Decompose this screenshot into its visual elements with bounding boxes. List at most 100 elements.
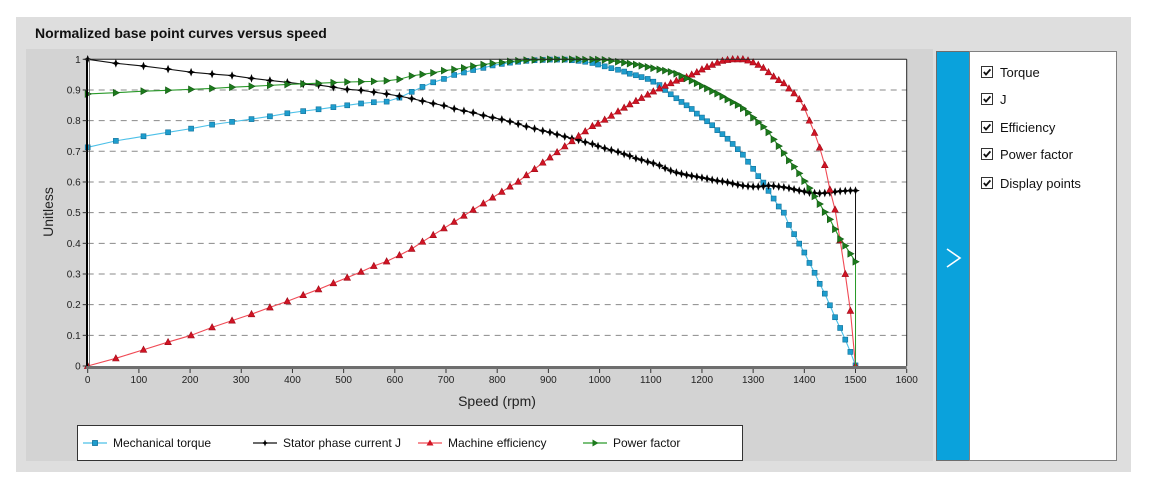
data-point-current	[600, 143, 610, 153]
data-point-torque	[383, 98, 390, 105]
data-point-current	[522, 122, 531, 131]
x-tick-label: 600	[386, 375, 403, 386]
torque-checkbox[interactable]	[981, 66, 993, 78]
data-point-efficiency	[440, 224, 448, 232]
y-tick-label: 0.3	[67, 269, 81, 280]
data-point-current	[677, 169, 686, 179]
option-efficiency[interactable]: Efficiency	[981, 118, 1055, 136]
data-point-power_factor	[601, 56, 609, 64]
legend-item-torque[interactable]: Mechanical torque	[83, 426, 211, 460]
data-point-efficiency	[625, 100, 634, 108]
data-point-current	[649, 158, 658, 168]
data-point-power_factor	[667, 67, 675, 76]
data-point-current	[789, 185, 799, 194]
checkmark-icon	[983, 179, 992, 187]
y-tick-label: 0.1	[67, 331, 81, 342]
data-point-torque	[419, 84, 426, 90]
data-point-current	[488, 113, 497, 122]
data-point-power_factor	[811, 192, 819, 201]
data-point-torque	[441, 76, 447, 82]
data-point-torque	[300, 108, 306, 114]
data-point-current	[247, 74, 256, 83]
y-tick-label: 1	[75, 55, 81, 66]
data-point-power_factor	[531, 56, 539, 64]
data-point-power_factor	[780, 149, 789, 158]
j-checkbox[interactable]	[981, 93, 993, 105]
legend-triangle-up-marker-icon	[418, 439, 442, 446]
data-point-current	[369, 87, 379, 97]
data-point-efficiency	[357, 267, 365, 275]
series-power_factor	[84, 55, 860, 366]
data-point-efficiency	[283, 297, 292, 305]
power-factor-checkbox[interactable]	[981, 148, 993, 160]
data-point-power_factor	[656, 65, 664, 74]
data-point-efficiency	[703, 62, 711, 70]
data-point-power_factor	[267, 81, 275, 90]
data-point-torque	[601, 63, 608, 70]
data-point-power_factor	[739, 104, 748, 113]
data-point-torque	[248, 116, 255, 122]
data-point-current	[607, 145, 616, 155]
data-point-torque	[801, 249, 808, 256]
data-point-power_factor	[644, 63, 652, 71]
data-point-power_factor	[523, 56, 531, 65]
data-point-current	[418, 96, 427, 106]
efficiency-checkbox[interactable]	[981, 121, 993, 133]
ticks: 0 0.1 0.2 0.3 0.4 0.5 0.6 0.7 0.8 0.9 1 0 100 200 300 4…	[67, 55, 918, 386]
legend-item-power-factor[interactable]: Power factor	[583, 426, 680, 460]
display-points-checkbox[interactable]	[981, 177, 993, 189]
data-point-current	[637, 155, 646, 165]
data-point-power_factor	[188, 85, 196, 94]
legend-label-efficiency: Machine efficiency	[448, 436, 547, 450]
data-point-current	[227, 71, 237, 80]
data-point-current	[439, 101, 449, 110]
data-point-power_factor	[842, 241, 850, 250]
data-point-current	[593, 141, 603, 151]
option-power-factor[interactable]: Power factor	[981, 145, 1073, 163]
data-point-current	[530, 124, 539, 133]
data-point-efficiency	[800, 103, 809, 111]
data-point-power_factor	[724, 95, 732, 104]
data-point-torque	[786, 222, 792, 228]
data-point-efficiency	[637, 93, 646, 101]
data-point-power_factor	[683, 74, 691, 83]
legend-item-current[interactable]: Stator phase current J	[253, 426, 401, 460]
option-display-points[interactable]: Display points	[981, 174, 1081, 192]
x-tick-label: 1200	[691, 375, 714, 386]
chart-title: Normalized base point curves versus spee…	[35, 25, 327, 41]
data-point-torque	[650, 78, 657, 85]
data-point-current	[186, 67, 196, 77]
data-point-efficiency	[795, 94, 804, 103]
data-point-efficiency	[666, 78, 675, 87]
y-tick-label: 0.2	[67, 300, 81, 311]
data-point-current	[764, 181, 773, 190]
axes	[86, 58, 908, 369]
data-point-current	[207, 69, 217, 79]
data-point-power_factor	[678, 71, 686, 80]
data-point-torque	[330, 104, 337, 110]
x-tick-label: 700	[438, 375, 455, 386]
data-point-power_factor	[765, 128, 773, 137]
collapse-panel-button[interactable]	[936, 51, 970, 461]
option-label: Power factor	[1000, 146, 1073, 162]
data-point-power_factor	[383, 76, 391, 85]
data-point-power_factor	[816, 200, 824, 208]
data-point-power_factor	[801, 177, 809, 185]
data-point-current	[538, 126, 548, 136]
data-point-efficiency	[708, 60, 716, 68]
legend-item-efficiency[interactable]: Machine efficiency	[418, 426, 547, 460]
data-point-current	[712, 176, 722, 186]
data-point-power_factor	[821, 208, 830, 216]
data-point-efficiency	[469, 205, 477, 213]
data-point-torque	[734, 146, 741, 152]
data-point-efficiency	[560, 142, 569, 150]
data-point-torque	[806, 260, 813, 266]
data-point-power_factor	[693, 79, 702, 88]
option-torque[interactable]: Torque	[981, 63, 1040, 81]
data-point-power_factor	[704, 84, 712, 93]
data-point-torque	[358, 100, 364, 107]
data-point-torque	[729, 141, 736, 147]
option-j[interactable]: J	[981, 90, 1007, 108]
data-point-efficiency	[460, 211, 468, 219]
data-point-power_factor	[852, 257, 860, 266]
